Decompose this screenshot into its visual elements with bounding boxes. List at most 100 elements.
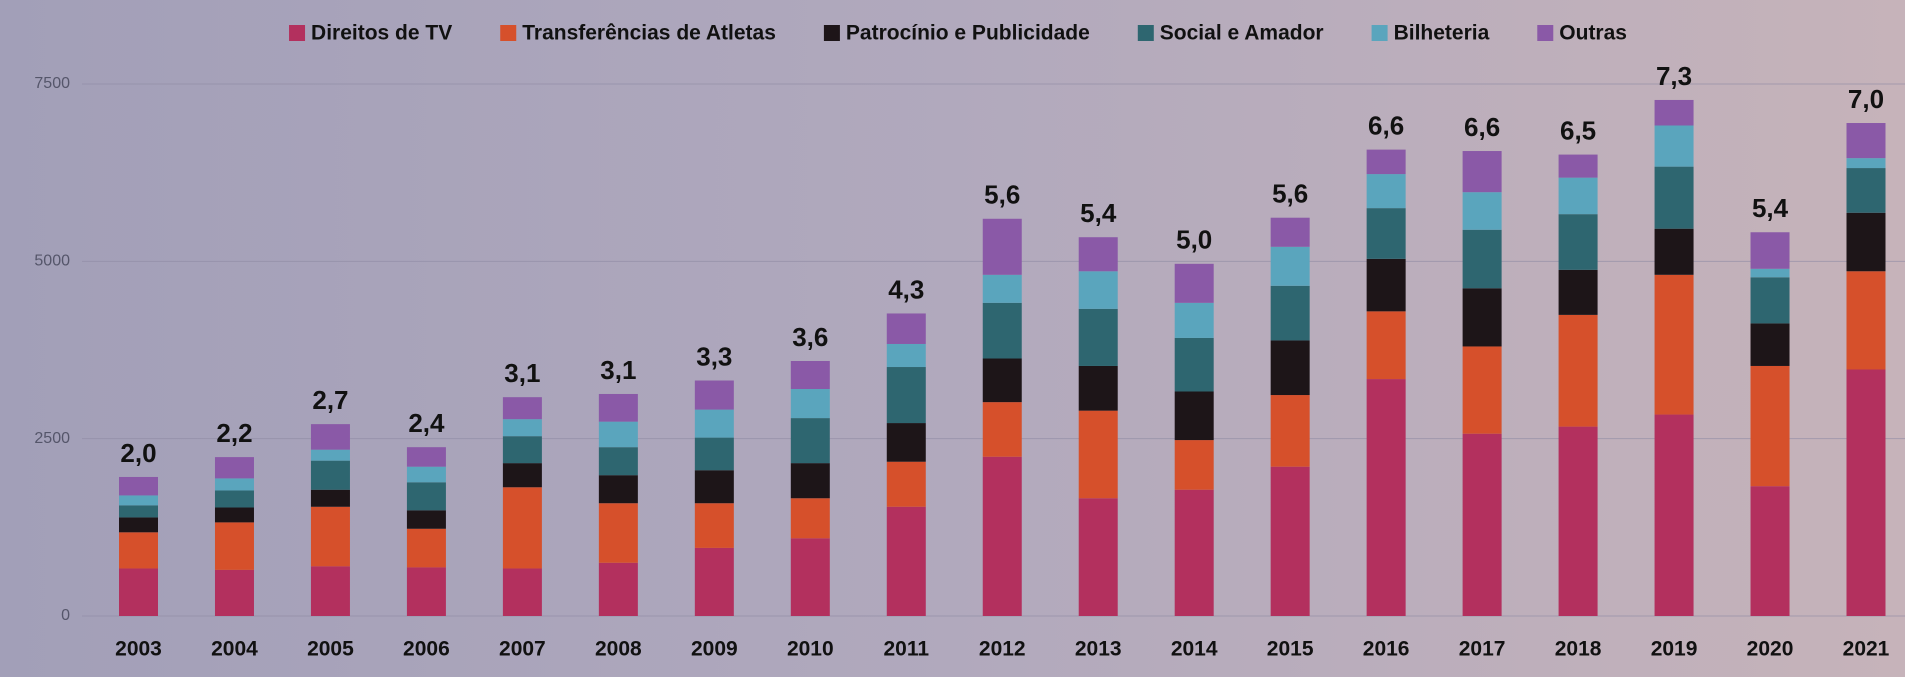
bar-segment (887, 462, 926, 507)
x-tick-label: 2012 (979, 638, 1026, 661)
bar-segment (119, 532, 158, 568)
page: {"chart_data": {"type": "stacked_bar", "… (0, 0, 1905, 677)
x-tick-label: 2016 (1363, 638, 1410, 661)
bar-segment (1463, 230, 1502, 289)
y-tick-label: 2500 (34, 430, 70, 447)
bar-segment (1751, 366, 1790, 486)
bar-segment (215, 457, 254, 478)
bar-segment (599, 503, 638, 563)
bar-segment (1655, 229, 1694, 275)
total-label: 2,4 (408, 408, 445, 438)
bar-segment (887, 367, 926, 423)
bar-segment (311, 424, 350, 450)
legend-swatch (824, 25, 840, 41)
bar-segment (311, 490, 350, 507)
legend-label: Social e Amador (1160, 22, 1324, 45)
bar-segment (1175, 391, 1214, 440)
bar-segment (983, 275, 1022, 303)
bar-segment (407, 467, 446, 483)
bar-segment (1079, 498, 1118, 616)
bar-segment (983, 303, 1022, 359)
bar-segment (1655, 167, 1694, 229)
bar-segment (311, 507, 350, 567)
bar-segment (791, 418, 830, 463)
total-label: 3,6 (792, 322, 828, 352)
total-label: 4,3 (888, 274, 924, 304)
total-label: 2,0 (120, 438, 156, 468)
x-tick-label: 2019 (1651, 638, 1698, 661)
bar-segment (215, 490, 254, 507)
bar-segment (1655, 100, 1694, 126)
bar-segment (215, 507, 254, 522)
bar-segment (695, 381, 734, 410)
x-tick-label: 2013 (1075, 638, 1122, 661)
bar-segment (1559, 214, 1598, 270)
bar-segment (1751, 323, 1790, 366)
bar-segment (1367, 379, 1406, 616)
legend-label: Bilheteria (1394, 22, 1490, 45)
bar-segment (1079, 411, 1118, 499)
legend-label: Patrocínio e Publicidade (846, 22, 1090, 45)
bar-segment (695, 470, 734, 503)
bar-segment (695, 503, 734, 548)
background (0, 0, 1905, 677)
bar-segment (599, 422, 638, 448)
bar-segment (599, 563, 638, 616)
total-label: 5,4 (1752, 193, 1789, 223)
x-tick-label: 2020 (1747, 638, 1794, 661)
bar-segment (791, 538, 830, 616)
bar-segment (1655, 125, 1694, 166)
bar-segment (311, 450, 350, 461)
total-label: 7,3 (1656, 61, 1692, 91)
x-tick-label: 2018 (1555, 638, 1602, 661)
bar-segment (1559, 178, 1598, 215)
bar-segment (1175, 490, 1214, 616)
bar-segment (887, 423, 926, 462)
total-label: 3,1 (600, 355, 636, 385)
bar-segment (791, 361, 830, 389)
legend-swatch (1537, 25, 1553, 41)
bar-segment (215, 478, 254, 490)
bar-segment (1847, 370, 1886, 616)
legend-swatch (289, 25, 305, 41)
bar-segment (119, 568, 158, 616)
bar-segment (503, 463, 542, 487)
total-label: 6,5 (1560, 115, 1596, 145)
bar-segment (1271, 395, 1310, 467)
bar-segment (407, 447, 446, 467)
bar-segment (1463, 434, 1502, 616)
bar-segment (599, 447, 638, 475)
bar-segment (887, 313, 926, 344)
total-label: 5,6 (1272, 179, 1308, 209)
chart: 02500500075002,020032,220042,720052,4200… (0, 0, 1905, 677)
bar-segment (1271, 286, 1310, 341)
bar-segment (1175, 338, 1214, 392)
bar-segment (311, 461, 350, 490)
bar-segment (1079, 366, 1118, 411)
bar-segment (119, 495, 158, 505)
x-tick-label: 2011 (883, 638, 929, 661)
bar-segment (503, 397, 542, 419)
bar-segment (503, 568, 542, 616)
legend-label: Direitos de TV (311, 22, 452, 45)
bar-segment (887, 507, 926, 616)
bar-segment (1655, 275, 1694, 415)
total-label: 3,1 (504, 358, 540, 388)
bar-segment (407, 482, 446, 510)
total-label: 5,4 (1080, 198, 1117, 228)
bar-segment (983, 402, 1022, 457)
legend-swatch (500, 25, 516, 41)
bar-segment (983, 457, 1022, 616)
bar-segment (599, 475, 638, 503)
x-tick-label: 2004 (211, 638, 258, 661)
total-label: 2,2 (216, 418, 252, 448)
bar-segment (119, 477, 158, 495)
total-label: 2,7 (312, 385, 348, 415)
legend-swatch (1138, 25, 1154, 41)
bar-segment (407, 510, 446, 528)
bar-segment (1175, 440, 1214, 490)
bar-segment (1271, 247, 1310, 286)
x-tick-label: 2005 (307, 638, 354, 661)
bar-segment (1367, 208, 1406, 259)
bar-segment (1175, 264, 1214, 303)
